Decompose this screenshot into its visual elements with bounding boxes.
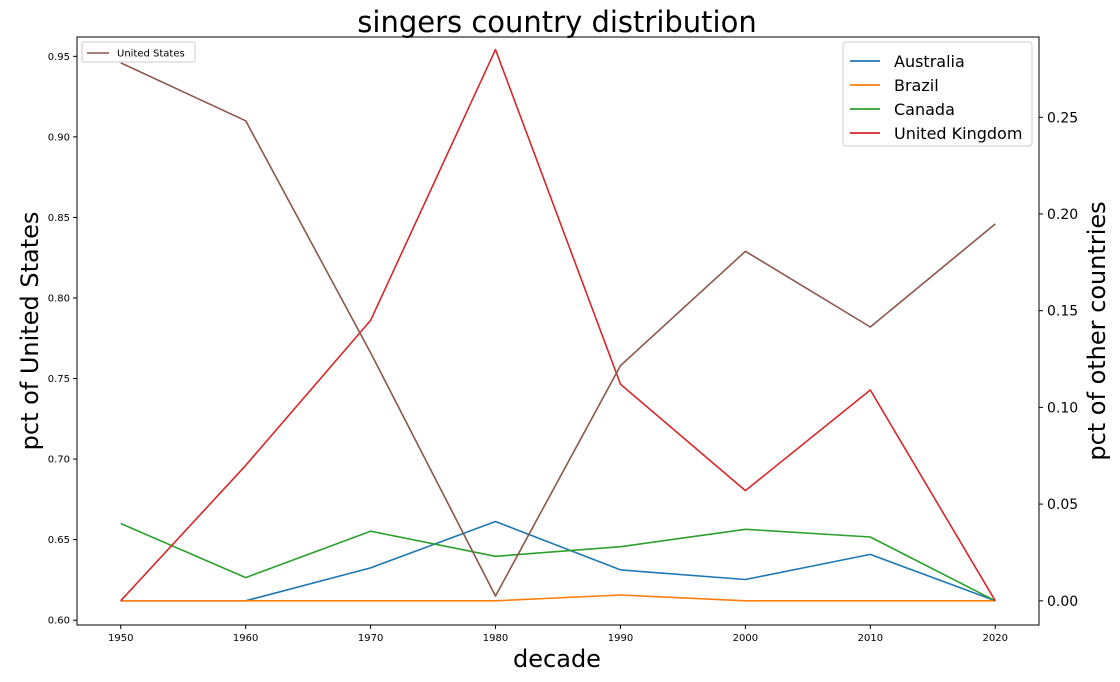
legend-label-australia: Australia bbox=[894, 52, 965, 71]
left-y-tick-label: 0.90 bbox=[48, 132, 70, 143]
series-line-united-kingdom bbox=[120, 48, 996, 602]
left-y-tick-label: 0.60 bbox=[48, 616, 70, 627]
left-y-tick-label: 0.95 bbox=[48, 52, 70, 63]
left-y-tick-label: 0.85 bbox=[48, 213, 70, 224]
left-y-axis-ticks: 0.60 0.65 0.70 0.75 0.80 0.85 0.90 0.95 bbox=[48, 52, 77, 627]
x-axis-label: decade bbox=[513, 645, 601, 673]
legend-label-united-kingdom: United Kingdom bbox=[894, 124, 1022, 143]
legend-other-countries: Australia Brazil Canada United Kingdom bbox=[842, 41, 1033, 147]
legend-united-states: United States bbox=[81, 41, 196, 63]
left-y-tick-label: 0.75 bbox=[48, 374, 70, 385]
x-axis-ticks: 1950 1960 1970 1980 1990 2000 2010 2020 bbox=[108, 625, 1008, 644]
right-y-axis-label: pct of other countries bbox=[1083, 201, 1111, 460]
x-tick-label: 1950 bbox=[108, 633, 133, 644]
legend-box bbox=[842, 41, 1033, 147]
x-tick-label: 1960 bbox=[233, 633, 258, 644]
x-tick-label: 1990 bbox=[608, 633, 633, 644]
left-y-axis-label: pct of United States bbox=[16, 212, 44, 451]
x-tick-label: 2010 bbox=[858, 633, 883, 644]
x-tick-label: 2020 bbox=[983, 633, 1008, 644]
left-y-tick-label: 0.65 bbox=[48, 535, 70, 546]
legend-box bbox=[81, 41, 196, 63]
right-y-tick-label: 0.15 bbox=[1047, 304, 1078, 320]
right-y-tick-label: 0.25 bbox=[1047, 110, 1078, 126]
x-tick-label: 1980 bbox=[483, 633, 508, 644]
plot-frame bbox=[76, 36, 1040, 626]
x-tick-label: 1970 bbox=[358, 633, 383, 644]
series-line-united-states bbox=[120, 62, 996, 597]
legend-label-united-states: United States bbox=[117, 49, 185, 60]
left-y-tick-label: 0.70 bbox=[48, 455, 70, 466]
series-line-brazil bbox=[120, 594, 996, 602]
left-y-tick-label: 0.80 bbox=[48, 293, 70, 304]
series-line-canada bbox=[120, 522, 996, 602]
right-y-tick-label: 0.00 bbox=[1047, 594, 1078, 610]
right-y-tick-label: 0.10 bbox=[1047, 400, 1078, 416]
legend-label-canada: Canada bbox=[894, 100, 955, 119]
chart-title: singers country distribution bbox=[357, 5, 756, 39]
right-y-tick-label: 0.05 bbox=[1047, 497, 1078, 513]
right-y-tick-label: 0.20 bbox=[1047, 207, 1078, 223]
right-y-axis-ticks: 0.00 0.05 0.10 0.15 0.20 0.25 bbox=[1039, 110, 1078, 610]
series-lines bbox=[120, 48, 996, 602]
x-tick-label: 2000 bbox=[733, 633, 758, 644]
legend-label-brazil: Brazil bbox=[894, 76, 939, 95]
series-line-australia bbox=[120, 520, 996, 602]
